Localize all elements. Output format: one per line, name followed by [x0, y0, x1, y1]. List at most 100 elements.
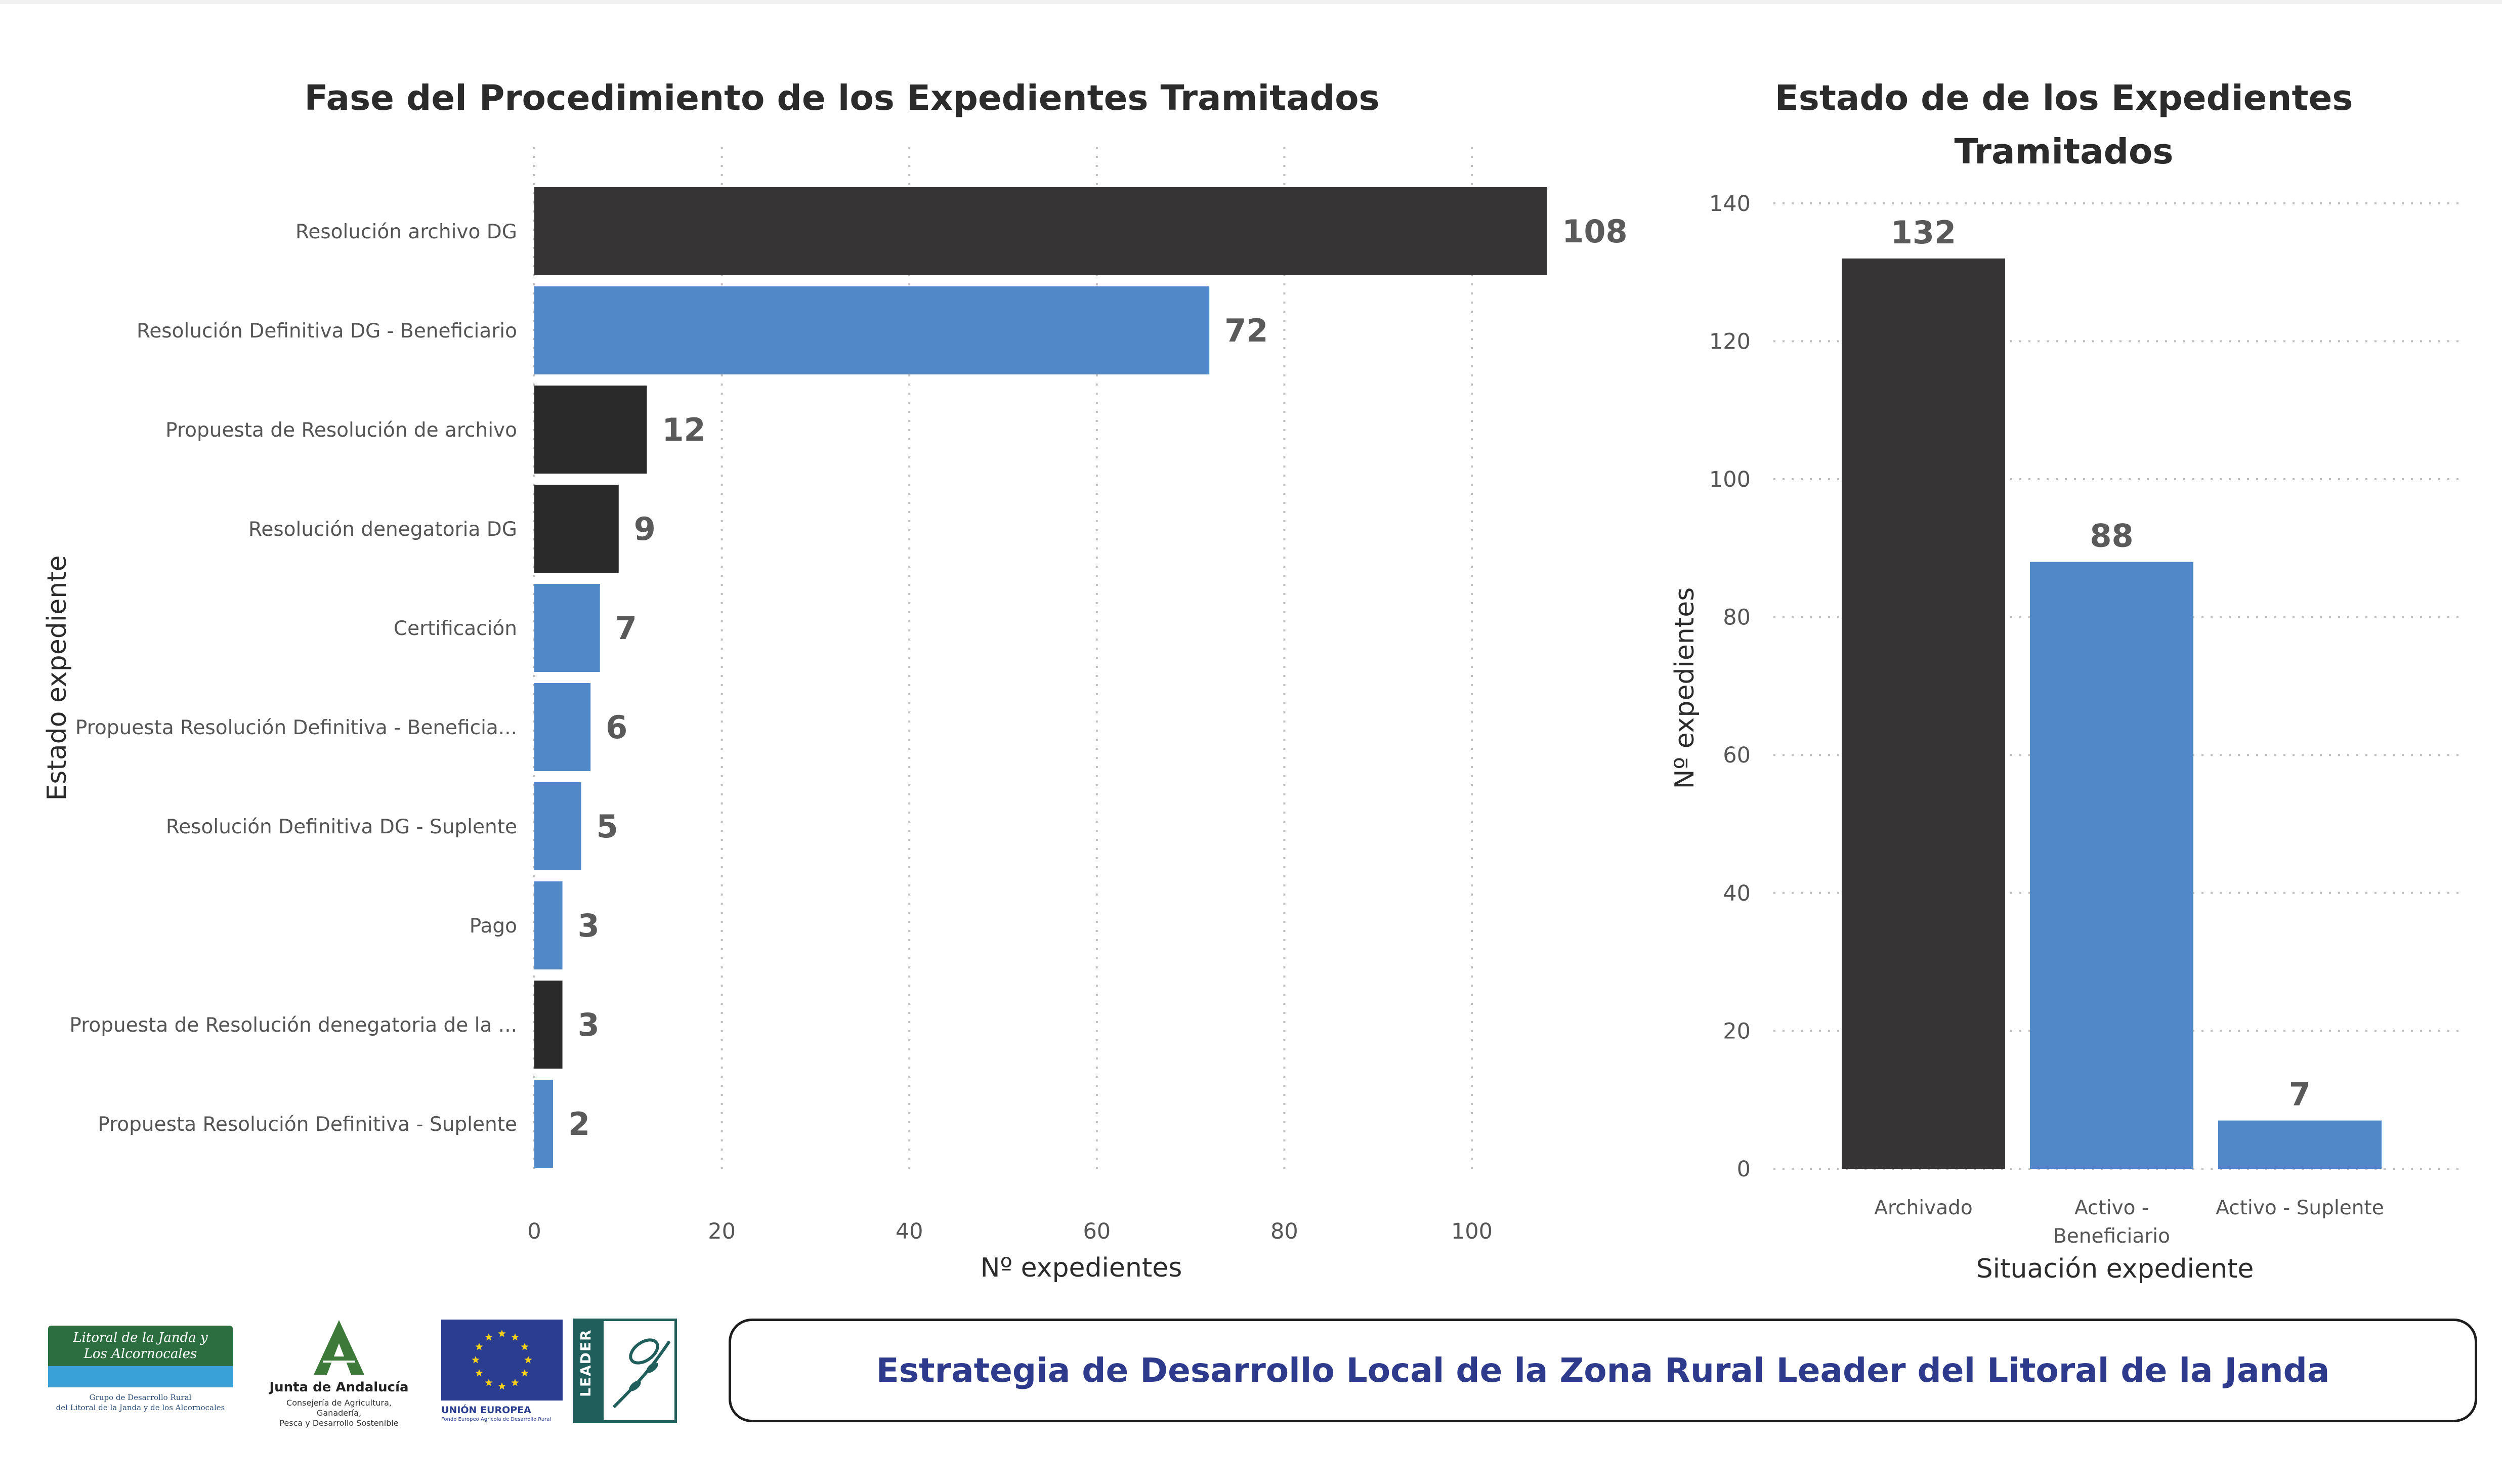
- left-chart-bar: [534, 1080, 554, 1168]
- left-chart-category-label: Propuesta Resolución Definitiva - Suplen…: [98, 1113, 517, 1136]
- left-chart-x-tick-label: 40: [896, 1219, 923, 1244]
- left-chart-data-label: 108: [1562, 213, 1627, 250]
- right-chart-category-label: Activo -: [2074, 1197, 2149, 1219]
- eu-fund-name: Fondo Europeo Agrícola de Desarrollo Rur…: [441, 1417, 552, 1422]
- right-chart-y-tick-label: 120: [1709, 329, 1751, 354]
- eu-logo: UNIÓN EUROPEA Fondo Europeo Agrícola de …: [441, 1320, 563, 1423]
- left-chart-data-label: 12: [662, 411, 705, 448]
- eu-flag-icon: [441, 1320, 563, 1401]
- left-chart-bar: [534, 782, 581, 870]
- left-chart-x-tick-label: 0: [527, 1219, 541, 1244]
- right-chart-y-tick-label: 80: [1723, 605, 1751, 630]
- eu-star-icon: [475, 1343, 483, 1350]
- leader-logo-text: LEADER: [577, 1329, 594, 1397]
- right-chart-data-label: 88: [2090, 518, 2133, 555]
- left-chart-data-label: 5: [597, 808, 618, 845]
- right-chart-y-axis-label: Nº expedientes: [1670, 587, 1700, 789]
- right-chart-bar: [1842, 258, 2005, 1169]
- junta-a-icon: [314, 1320, 364, 1375]
- left-chart-bar: [534, 286, 1210, 374]
- left-chart-bar: [534, 485, 619, 573]
- junta-andalucia-name: Junta de Andalucía: [269, 1380, 409, 1395]
- left-chart-x-tick-label: 80: [1270, 1219, 1298, 1244]
- junta-subtitle-line-2: Pesca y Desarrollo Sostenible: [279, 1418, 399, 1428]
- left-chart-bar: [534, 187, 1547, 275]
- left-chart-x-tick-label: 100: [1451, 1219, 1493, 1244]
- eu-star-icon: [511, 1379, 519, 1386]
- gdr-logo-subtitle: Grupo de Desarrollo Rural del Litoral de…: [48, 1392, 233, 1413]
- left-chart-category-label: Pago: [470, 915, 517, 938]
- right-chart-title-line-1: Estado de de los Expedientes: [1775, 78, 2353, 118]
- right-chart-category-label: Archivado: [1874, 1197, 1972, 1219]
- left-chart-y-axis-label: Estado expediente: [42, 555, 72, 800]
- left-chart-data-label: 72: [1224, 312, 1268, 349]
- left-chart-category-label: Propuesta de Resolución de archivo: [165, 419, 517, 442]
- right-chart-y-tick-label: 140: [1709, 191, 1751, 217]
- leader-logo: LEADER: [573, 1319, 677, 1423]
- left-chart-category-label: Resolución Definitiva DG - Suplente: [166, 816, 517, 838]
- left-chart-x-tick-label: 20: [708, 1219, 736, 1244]
- right-chart-y-tick-label: 20: [1723, 1019, 1751, 1044]
- left-chart-x-tick-label: 60: [1083, 1219, 1111, 1244]
- left-chart-category-label: Resolución archivo DG: [295, 221, 517, 243]
- gdr-logo-title-line-2: Los Alcornocales: [83, 1346, 197, 1362]
- gdr-logo-wave: [48, 1366, 233, 1387]
- eu-star-icon: [521, 1369, 529, 1377]
- leader-logo-band: LEADER: [575, 1321, 604, 1420]
- gdr-logo: Litoral de la Janda y Los Alcornocales G…: [48, 1326, 233, 1422]
- junta-subtitle-line-1: Consejería de Agricultura, Ganadería,: [286, 1398, 392, 1418]
- left-chart-data-label: 9: [634, 511, 656, 547]
- eu-star-icon: [524, 1356, 532, 1364]
- left-chart-data-label: 3: [578, 1006, 600, 1043]
- left-chart-bar: [534, 881, 563, 969]
- right-chart-y-tick-label: 40: [1723, 881, 1751, 906]
- right-chart-y-tick-label: 60: [1723, 743, 1751, 768]
- right-chart-x-axis-label: Situación expediente: [1976, 1254, 2254, 1284]
- left-chart-data-label: 3: [578, 907, 600, 944]
- left-chart-bar: [534, 683, 591, 771]
- right-chart-category-label: Activo - Suplente: [2216, 1197, 2384, 1219]
- left-chart-category-label: Propuesta de Resolución denegatoria de l…: [69, 1014, 517, 1037]
- eu-star-icon: [485, 1333, 493, 1341]
- left-chart-bar: [534, 584, 600, 672]
- right-chart-title-line-2: Tramitados: [1954, 132, 2173, 172]
- strategy-banner-text: Estrategia de Desarrollo Local de la Zon…: [876, 1351, 2330, 1390]
- eu-star-icon: [498, 1330, 506, 1337]
- left-chart-category-label: Resolución denegatoria DG: [248, 518, 517, 541]
- gdr-logo-title-line-1: Litoral de la Janda y: [73, 1330, 208, 1345]
- right-chart-data-label: 7: [2289, 1076, 2311, 1113]
- left-chart-x-axis-label: Nº expedientes: [981, 1253, 1182, 1283]
- left-chart-data-label: 2: [568, 1106, 590, 1142]
- eu-star-icon: [498, 1382, 506, 1390]
- eu-star-icon: [472, 1356, 480, 1364]
- right-chart-y-tick-label: 100: [1709, 467, 1751, 492]
- eu-stars-icon: [472, 1330, 532, 1390]
- left-chart-category-label: Resolución Definitiva DG - Beneficiario: [137, 320, 517, 343]
- eu-star-icon: [475, 1369, 483, 1377]
- left-chart-title: Fase del Procedimiento de los Expediente…: [304, 78, 1379, 118]
- right-chart-bar: [2218, 1120, 2382, 1169]
- left-chart-data-label: 6: [606, 709, 627, 746]
- gdr-logo-subtitle-line-2: del Litoral de la Janda y de los Alcorno…: [56, 1403, 225, 1412]
- leader-leaf-icon: [612, 1338, 671, 1409]
- right-chart-bar: [2030, 562, 2193, 1169]
- top-divider: [0, 0, 2502, 4]
- eu-name: UNIÓN EUROPEA: [441, 1405, 531, 1416]
- left-chart-category-label: Propuesta Resolución Definitiva - Benefi…: [75, 716, 517, 739]
- junta-andalucia-subtitle: Consejería de Agricultura, Ganadería, Pe…: [263, 1398, 415, 1428]
- junta-andalucia-logo: Junta de Andalucía Consejería de Agricul…: [263, 1318, 415, 1428]
- gdr-logo-green-band: [48, 1326, 233, 1366]
- eu-star-icon: [485, 1379, 493, 1386]
- eu-star-icon: [521, 1343, 529, 1350]
- eu-star-icon: [511, 1333, 519, 1341]
- gdr-logo-title: Litoral de la Janda y Los Alcornocales: [48, 1330, 233, 1362]
- left-chart-category-label: Certificación: [394, 617, 517, 640]
- left-chart-data-label: 7: [615, 610, 637, 647]
- right-chart-category-label: Beneficiario: [2053, 1225, 2170, 1248]
- left-chart-bar: [534, 981, 563, 1069]
- right-chart-data-label: 132: [1891, 214, 1956, 251]
- strategy-banner: Estrategia de Desarrollo Local de la Zon…: [729, 1319, 2477, 1422]
- right-chart-y-tick-label: 0: [1737, 1157, 1751, 1182]
- left-chart-bar: [534, 386, 647, 474]
